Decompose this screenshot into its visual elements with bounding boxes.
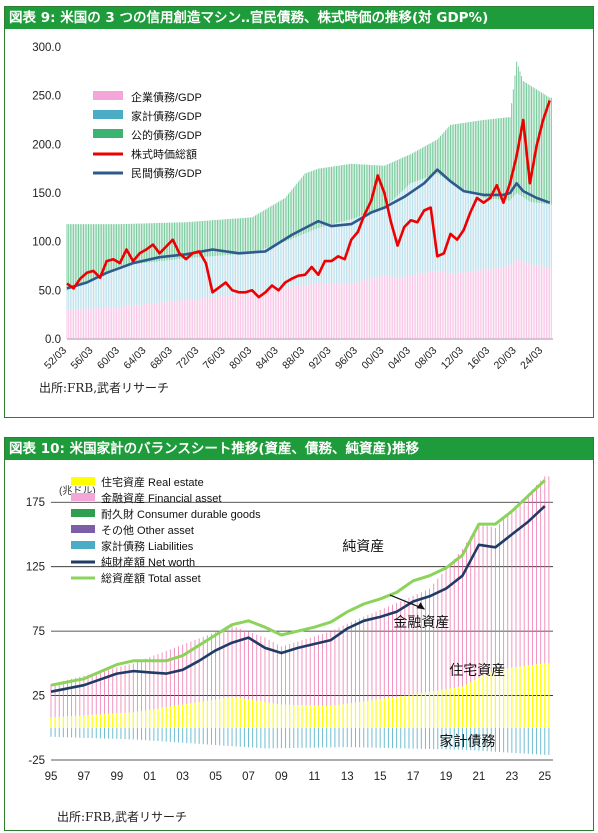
x-tick-label: 60/03: [95, 345, 122, 372]
x-tick-label: 52/03: [42, 345, 69, 372]
y-tick-label: 250.0: [32, 91, 61, 103]
x-tick-label: 24/03: [518, 345, 545, 372]
x-tick-label: 23: [505, 771, 518, 783]
chart-annotation: 金融資産: [393, 614, 449, 630]
x-tick-label: 88/03: [280, 345, 307, 372]
x-tick-label: 80/03: [227, 345, 254, 372]
y-tick-label: -25: [28, 755, 45, 767]
x-tick-label: 92/03: [307, 345, 334, 372]
source-note: 出所:FRB,武者リサーチ: [39, 381, 170, 395]
x-tick-label: 21: [473, 771, 486, 783]
chart-annotation: 純資産: [342, 538, 384, 554]
chart-canvas: 0.0 50.0 100.0 150.0 200.0 250.0 300.0 52/03 56/…: [32, 42, 553, 372]
x-tick-label: 12/03: [439, 345, 466, 372]
x-tick-label: 97: [78, 771, 91, 783]
legend-swatch: [71, 541, 95, 549]
legend-label: 金融資産 Financial asset: [101, 491, 221, 505]
legend-label: 純財産額 Net worth: [101, 555, 195, 569]
annotation-arrowhead: [416, 602, 425, 610]
y-tick-label: 75: [32, 626, 45, 638]
legend-label: 耐久財 Consumer durable goods: [101, 507, 261, 521]
x-tick-label: 07: [242, 771, 255, 783]
y-tick-label: 175: [26, 497, 45, 509]
x-tick-label: 95: [45, 771, 58, 783]
x-tick-label: 09: [275, 771, 288, 783]
x-tick-label: 84/03: [254, 345, 281, 372]
legend-label: 住宅資産 Real estate: [101, 475, 204, 489]
x-tick-label: 04/03: [386, 345, 413, 372]
y-tick-label: 125: [26, 562, 45, 574]
source-note: 出所:FRB,武者リサーチ: [57, 810, 188, 824]
y-tick-label: 50.0: [39, 285, 61, 297]
x-tick-label: 96/03: [333, 345, 360, 372]
x-tick-label: 25: [538, 771, 551, 783]
legend-label: その他 Other asset: [101, 524, 194, 537]
x-tick-label: 03: [176, 771, 189, 783]
y-tick-label: 150.0: [32, 188, 61, 200]
legend-swatch: [93, 129, 123, 138]
legend-swatch: [71, 477, 95, 485]
x-tick-label: 72/03: [174, 345, 201, 372]
y-tick-label: 100.0: [32, 237, 61, 249]
legend-label: 総資産額 Total asset: [101, 571, 201, 585]
x-tick-label: 19: [440, 771, 453, 783]
x-tick-label: 08/03: [412, 345, 439, 372]
legend-label: 企業債務/GDP: [131, 90, 202, 104]
x-tick-label: 17: [407, 771, 420, 783]
chart-panel-10: 図表 10: 米国家計のバランスシート推移(資産、債務、純資産)推移 -25 25…: [4, 437, 594, 831]
legend-label: 家計債務/GDP: [131, 109, 202, 123]
legend-label: 株式時価総額: [131, 147, 197, 161]
x-tick-label: 20/03: [492, 345, 519, 372]
series-line-total-asset: [50, 479, 546, 687]
x-tick-label: 56/03: [69, 345, 96, 372]
x-tick-label: 05: [209, 771, 222, 783]
legend-swatch: [71, 493, 95, 501]
series-line-market-cap: [66, 100, 551, 299]
chart-title: 図表 10: 米国家計のバランスシート推移(資産、債務、純資産)推移: [5, 438, 593, 460]
y-tick-label: 25: [32, 691, 45, 703]
legend-swatch: [71, 509, 95, 517]
x-tick-label: 76/03: [201, 345, 228, 372]
legend-label: 民間債務/GDP: [131, 166, 202, 180]
series-line-net-worth: [50, 505, 546, 693]
chart-annotation: 家計債務: [439, 733, 495, 749]
x-tick-label: 99: [110, 771, 123, 783]
legend-label: 公的債務/GDP: [131, 128, 202, 142]
x-tick-label: 68/03: [148, 345, 175, 372]
legend-swatch: [93, 110, 123, 119]
legend-swatch: [71, 525, 95, 533]
chart-annotation: 住宅資産: [449, 662, 505, 678]
chart-title: 図表 9: 米国の 3 つの信用創造マシン‥官民債務、株式時価の推移(対 GDP…: [5, 7, 593, 29]
chart-panel-9: 図表 9: 米国の 3 つの信用創造マシン‥官民債務、株式時価の推移(対 GDP…: [4, 6, 594, 418]
y-tick-label: 300.0: [32, 42, 61, 54]
legend-label: 家計債務 Liabilities: [101, 539, 194, 553]
x-tick-label: 00/03: [359, 345, 386, 372]
y-tick-label: 200.0: [32, 139, 61, 151]
x-tick-label: 11: [308, 771, 320, 783]
x-tick-label: 16/03: [465, 345, 492, 372]
legend-swatch: [93, 91, 123, 100]
x-tick-label: 64/03: [121, 345, 148, 372]
y-tick-label: 0.0: [45, 334, 61, 346]
x-tick-label: 15: [374, 771, 387, 783]
x-tick-label: 13: [341, 771, 354, 783]
x-tick-label: 01: [143, 771, 156, 783]
